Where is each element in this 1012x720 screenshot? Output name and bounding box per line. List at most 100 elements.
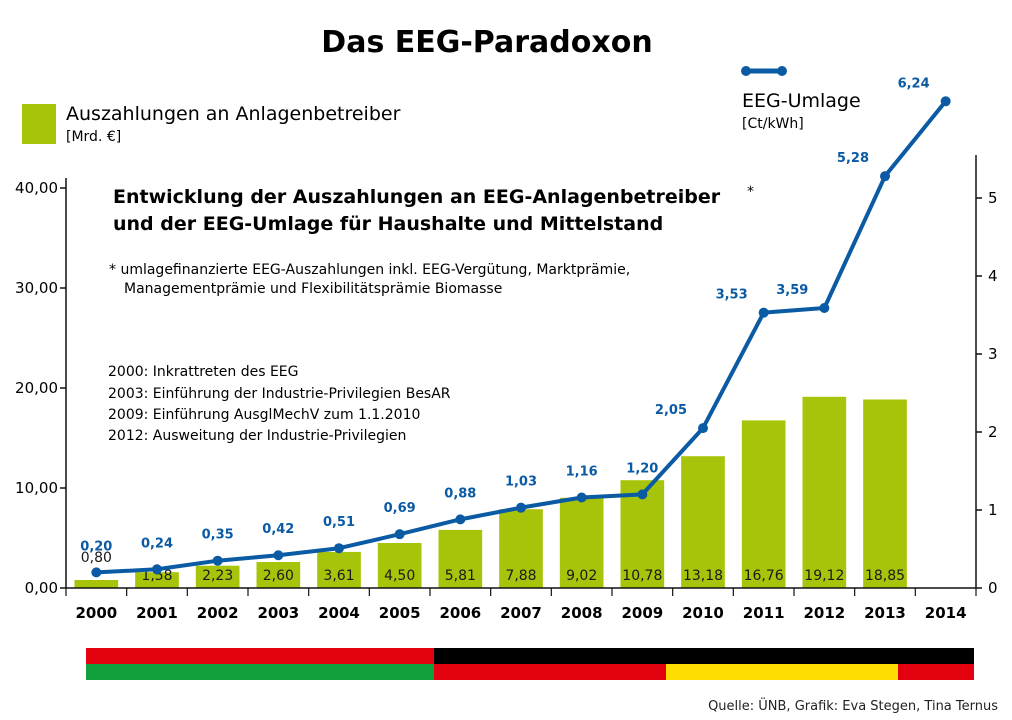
x-axis: 2000 2001 2002 2003 2004 2005 2006 2007 2008 2009… xyxy=(65,587,977,622)
flag-black-stripe xyxy=(434,648,974,664)
right-axis-tick-label: 3 xyxy=(988,345,998,363)
bar xyxy=(802,396,847,588)
x-axis-tick-label: 2008 xyxy=(561,604,603,622)
line-value-label: 1,20 xyxy=(626,461,658,476)
line-value-label: 1,03 xyxy=(505,475,537,490)
legend-bar-swatch xyxy=(22,104,56,144)
line-value-label: 1,16 xyxy=(566,465,598,480)
bar xyxy=(681,456,725,588)
bar-value-label: 16,76 xyxy=(744,568,784,584)
line-value-label: 2,05 xyxy=(655,403,687,418)
x-axis-tick-label: 2010 xyxy=(682,604,724,622)
bar xyxy=(135,572,179,588)
flag-red-stripe xyxy=(434,664,666,680)
legend-bar-unit: [Mrd. €] xyxy=(66,129,121,145)
bar-value-label: 2,60 xyxy=(263,568,294,584)
flag-stripes xyxy=(86,648,974,680)
chart-title: Das EEG-Paradoxon xyxy=(321,25,652,60)
bar-value-label: 10,78 xyxy=(622,568,662,584)
line-point xyxy=(516,502,526,513)
bar-value-label: 3,61 xyxy=(323,568,354,584)
legend-line-unit: [Ct/kWh] xyxy=(742,116,804,132)
line-point xyxy=(758,307,769,318)
bar-value-label: 7,88 xyxy=(505,568,536,584)
subtitle-line-1: Entwicklung der Auszahlungen an EEG-Anla… xyxy=(113,186,721,208)
right-axis-tick-label: 0 xyxy=(988,579,998,597)
line-point xyxy=(880,171,890,182)
line-point xyxy=(394,529,405,540)
right-axis-tick-label: 1 xyxy=(988,501,998,519)
subtitle-line-2: und der EEG-Umlage für Haushalte und Mit… xyxy=(113,213,663,235)
legend-bar-label: Auszahlungen an Anlagenbetreiber xyxy=(66,103,401,125)
bar xyxy=(559,497,604,588)
footnote-line-2: Managementprämie und Flexibilitätsprämie… xyxy=(124,281,502,297)
flag-red-stripe xyxy=(86,648,434,664)
line-value-label: 0,20 xyxy=(80,539,112,554)
flag-red-stripe xyxy=(898,664,974,680)
event-line: 2012: Ausweitung der Industrie-Privilegi… xyxy=(108,428,406,444)
right-axis-tick-label: 2 xyxy=(988,423,998,441)
flag-gold-stripe xyxy=(666,664,898,680)
line-value-label: 5,28 xyxy=(837,151,869,166)
bar-value-label: 18,85 xyxy=(865,568,905,584)
legend-line-dot-left xyxy=(741,66,751,76)
right-axis: 0 1 2 3 4 5 xyxy=(975,155,998,597)
line-point xyxy=(819,302,830,313)
flag-green-stripe xyxy=(86,664,434,680)
line-point xyxy=(212,555,223,566)
legend-line-label: EEG-Umlage xyxy=(742,90,861,112)
x-axis-tick-label: 2001 xyxy=(136,604,178,622)
line-point xyxy=(334,543,344,554)
line-value-label: 0,51 xyxy=(323,515,355,530)
bar-value-label: 19,12 xyxy=(804,568,844,584)
line-value-label: 0,42 xyxy=(262,522,294,537)
line-value-label: 0,35 xyxy=(202,528,234,543)
line-value-label: 0,88 xyxy=(444,486,476,501)
event-line: 2003: Einführung der Industrie-Privilegi… xyxy=(108,386,451,402)
line-value-label: 0,24 xyxy=(141,536,173,551)
bar xyxy=(256,562,301,588)
x-axis-tick-label: 2005 xyxy=(379,604,421,622)
x-axis-tick-label: 2014 xyxy=(925,604,967,622)
line-point xyxy=(273,550,284,561)
line-series: 0,20 0,24 0,35 0,42 0,51 0,69 0,88 1,03 1,16 1,20… xyxy=(80,76,951,578)
left-axis-tick-label: 0,00 xyxy=(25,579,58,597)
bar xyxy=(317,551,361,588)
x-axis-tick-label: 2003 xyxy=(257,604,299,622)
x-axis-tick-label: 2011 xyxy=(743,604,785,622)
bar xyxy=(438,529,483,588)
bar-value-label: 13,18 xyxy=(683,568,723,584)
line-point xyxy=(637,489,648,500)
bar xyxy=(863,399,907,588)
bar-value-label: 0,80 xyxy=(81,550,112,566)
bar-series xyxy=(74,396,907,588)
line-value-label: 3,53 xyxy=(716,288,748,303)
legend-line-dot-right xyxy=(777,66,787,76)
bar-labels: 0,80 1,58 2,23 2,60 3,61 4,50 5,81 7,88 9,02 10,7… xyxy=(81,550,905,584)
line-point xyxy=(576,492,587,503)
bar-value-label: 9,02 xyxy=(566,568,597,584)
line-point xyxy=(698,423,708,434)
left-axis: 0,00 10,00 20,00 30,00 40,00 xyxy=(15,178,67,597)
x-axis-tick-label: 2012 xyxy=(803,604,845,622)
line-point xyxy=(91,567,102,578)
x-axis-tick-label: 2013 xyxy=(864,604,906,622)
footnote-line-1: * umlagefinanzierte EEG-Auszahlungen ink… xyxy=(109,262,630,278)
event-line: 2000: Inkrattreten des EEG xyxy=(108,364,299,380)
bar xyxy=(74,580,119,588)
bar xyxy=(195,565,240,588)
line-point xyxy=(940,96,951,107)
line-value-label: 6,24 xyxy=(898,76,930,91)
bar-value-label: 4,50 xyxy=(384,568,415,584)
line-value-label: 0,69 xyxy=(384,501,416,516)
event-line: 2009: Einführung AusglMechV zum 1.1.2010 xyxy=(108,407,420,423)
bar xyxy=(499,509,543,588)
x-axis-tick-label: 2004 xyxy=(318,604,360,622)
source-note: Quelle: ÜNB, Grafik: Eva Stegen, Tina Te… xyxy=(708,699,998,714)
bar-value-label: 5,81 xyxy=(445,568,476,584)
bar xyxy=(741,420,786,588)
line-value-label: 3,59 xyxy=(776,283,808,298)
left-axis-tick-label: 30,00 xyxy=(15,279,58,297)
x-axis-tick-label: 2009 xyxy=(621,604,663,622)
left-axis-tick-label: 20,00 xyxy=(15,379,58,397)
